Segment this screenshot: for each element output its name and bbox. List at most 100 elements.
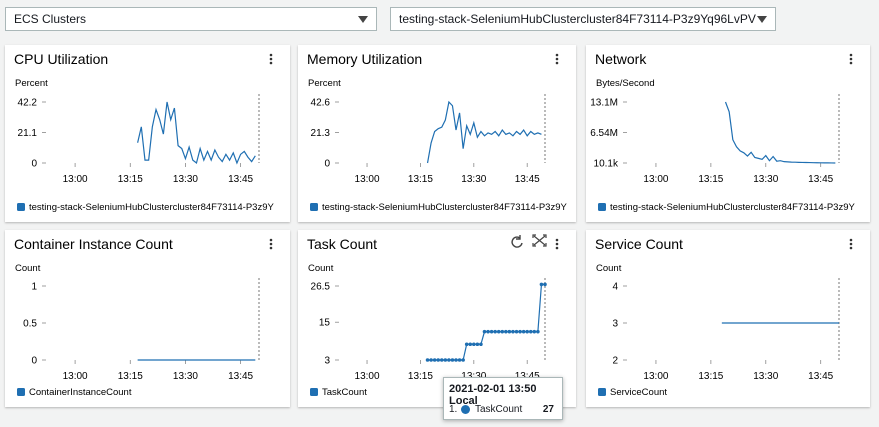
x-tick-label: 13:15: [118, 174, 143, 185]
y-tick-label: 42.2: [18, 98, 38, 109]
widget-title: Container Instance Count: [14, 236, 173, 252]
tooltip-swatch: [461, 405, 470, 414]
menu-dot: [849, 53, 853, 57]
menu-dot: [849, 238, 853, 242]
x-tick-label: 13:45: [515, 174, 540, 185]
tooltip-index: 1.: [449, 404, 458, 415]
data-point: [429, 358, 433, 362]
data-point: [447, 358, 451, 362]
y-tick-label: 13.1M: [590, 98, 618, 109]
data-point: [536, 329, 540, 334]
widget-title: Service Count: [595, 236, 683, 252]
x-tick-label: 13:00: [355, 174, 380, 185]
widget-title: Network: [595, 51, 647, 67]
data-point: [507, 329, 512, 334]
expand-icon[interactable]: [532, 234, 547, 247]
x-tick-label: 13:45: [228, 174, 253, 185]
y-tick-label: 26.5: [311, 282, 331, 293]
menu-dot: [555, 57, 559, 61]
widget: Container Instance Count Count 0 0.5 1 13:00 1…: [5, 230, 290, 407]
data-point: [436, 358, 441, 362]
legend-swatch: [310, 203, 318, 211]
legend-swatch: [310, 388, 318, 396]
menu-dot: [555, 246, 559, 250]
x-tick-label: 13:30: [461, 371, 486, 382]
y-axis-label: Count: [596, 263, 622, 274]
y-tick-label: 1: [31, 282, 37, 293]
x-tick-label: 13:45: [808, 174, 833, 185]
widget: Network Bytes/Second 10.1k 6.54M 13.1M 13:00 1…: [586, 45, 870, 222]
y-tick-label: 0: [31, 159, 37, 170]
menu-dot: [555, 238, 559, 242]
y-tick-label: 21.3: [311, 128, 331, 139]
menu-dot: [849, 246, 853, 250]
series-line: [724, 101, 836, 164]
y-tick-label: 15: [319, 318, 331, 329]
x-tick-label: 13:00: [643, 371, 668, 382]
legend-label: TaskCount: [322, 387, 367, 398]
y-tick-label: 3: [324, 356, 330, 367]
dropdown-arrow: [757, 16, 767, 23]
y-tick-label: 6.54M: [590, 128, 618, 139]
data-point: [482, 329, 487, 334]
x-tick-label: 13:45: [515, 371, 540, 382]
menu-dot: [269, 238, 273, 242]
tooltip-series: TaskCount: [475, 404, 523, 415]
menu-dot: [555, 242, 559, 246]
menu-dot: [849, 242, 853, 246]
data-point: [525, 329, 530, 334]
widget: Memory Utilization Percent 0 21.3 42.6 13:00 1…: [298, 45, 576, 222]
menu-dot: [269, 61, 273, 65]
x-tick-label: 13:00: [643, 174, 668, 185]
y-tick-label: 42.6: [311, 98, 331, 109]
x-tick-label: 13:30: [753, 174, 778, 185]
data-point: [472, 342, 476, 347]
x-tick-label: 13:00: [355, 371, 380, 382]
x-tick-label: 13:45: [808, 371, 833, 382]
data-point: [521, 329, 526, 334]
data-point: [489, 329, 494, 334]
menu-dot: [849, 57, 853, 61]
data-point: [450, 358, 455, 362]
data-point: [479, 342, 483, 347]
x-tick-label: 13:30: [173, 371, 198, 382]
dropdown-arrow: [358, 16, 368, 23]
y-axis-label: Percent: [308, 78, 341, 89]
data-point: [514, 329, 519, 334]
y-tick-label: 21.1: [18, 128, 38, 139]
y-tick-label: 2: [612, 356, 618, 367]
data-point: [425, 358, 430, 362]
legend-swatch: [598, 388, 606, 396]
widget: Service Count Count 2 3 4 13:00 13:15 13:30 13:4…: [586, 230, 870, 407]
service-select[interactable]: ECS Clusters: [5, 7, 377, 31]
y-tick-label: 4: [612, 282, 618, 293]
tooltip-row: 1. TaskCount 27: [449, 404, 554, 416]
data-point: [439, 358, 444, 362]
x-tick-label: 13:15: [698, 371, 723, 382]
data-point: [493, 329, 497, 334]
y-tick-label: 0.5: [23, 319, 37, 330]
series-line: [137, 101, 256, 165]
y-axis-label: Count: [308, 263, 334, 274]
y-tick-label: 0: [324, 159, 330, 170]
data-point: [543, 282, 547, 287]
data-point: [464, 342, 469, 347]
legend-label: ServiceCount: [610, 387, 667, 398]
widget-title: CPU Utilization: [14, 51, 108, 67]
menu-dot: [269, 246, 273, 250]
data-point: [532, 329, 537, 334]
select-text: testing-stack-SeleniumHubClustercluster8…: [399, 12, 756, 26]
x-tick-label: 13:15: [408, 371, 433, 382]
data-point: [475, 342, 480, 347]
legend-label: testing-stack-SeleniumHubClustercluster8…: [610, 202, 855, 213]
cluster-select[interactable]: testing-stack-SeleniumHubClustercluster8…: [390, 7, 776, 31]
menu-dot: [269, 57, 273, 61]
x-tick-label: 13:15: [118, 371, 143, 382]
y-axis-label: Bytes/Second: [596, 78, 655, 89]
data-point: [500, 329, 505, 334]
widget-title: Task Count: [307, 236, 377, 252]
y-tick-label: 3: [612, 319, 618, 330]
refresh-icon[interactable]: [511, 235, 523, 248]
data-point: [457, 358, 462, 362]
